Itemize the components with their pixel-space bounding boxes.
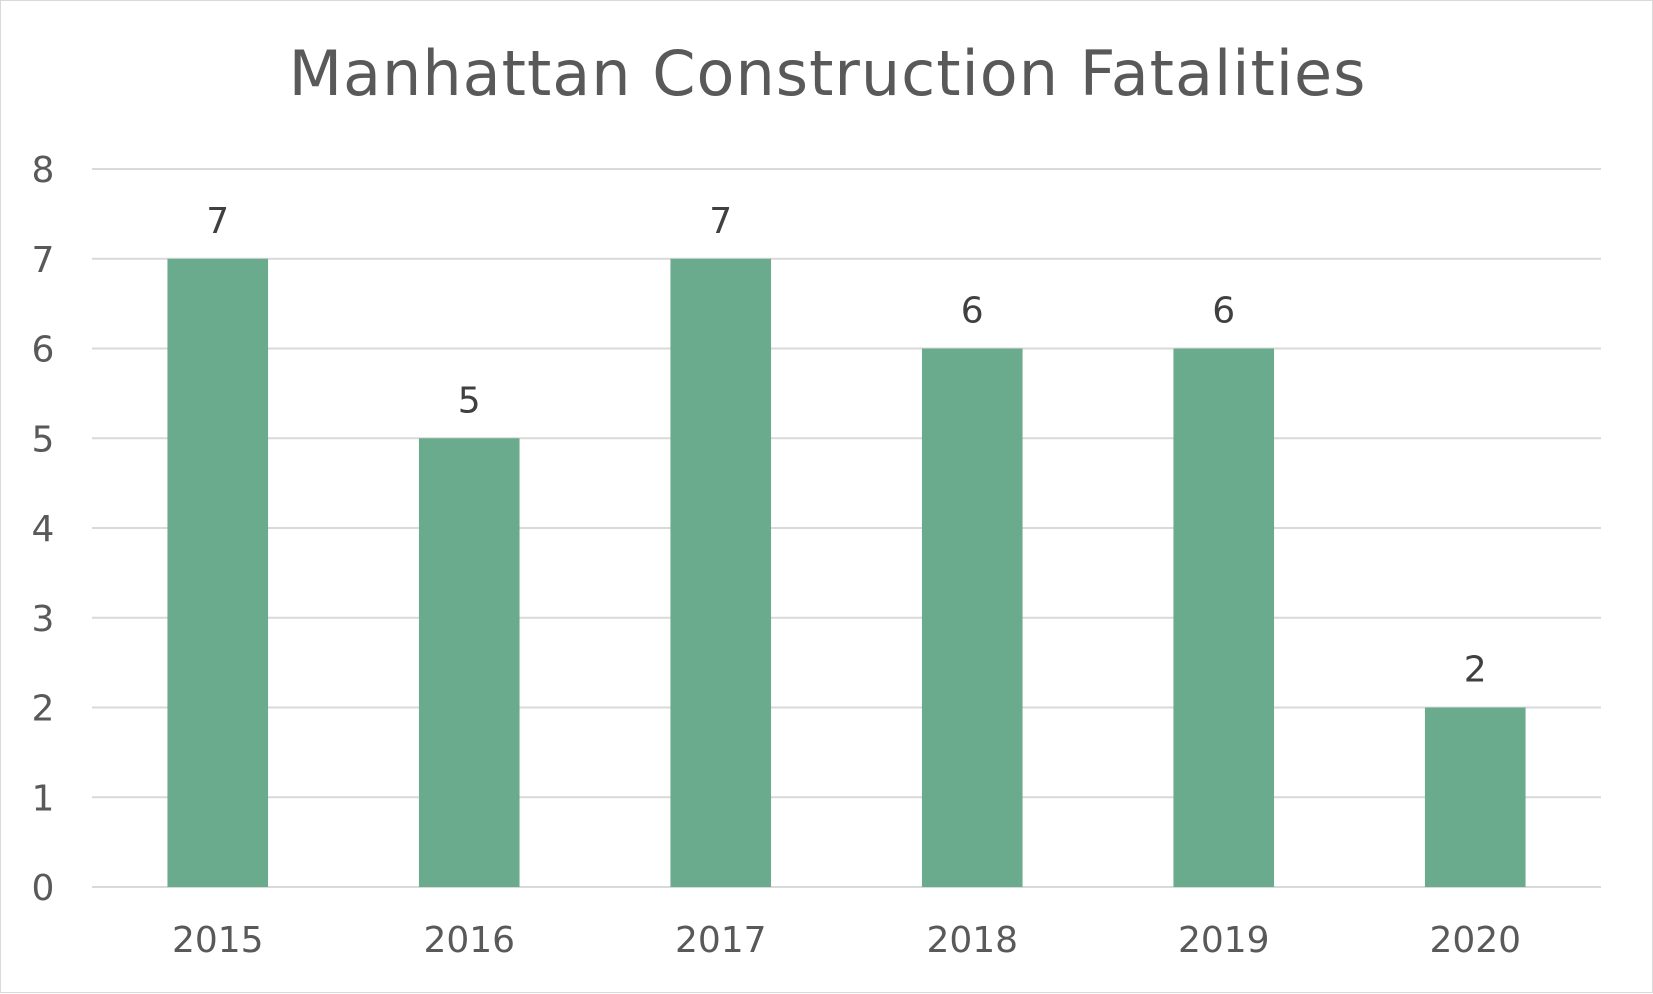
y-tick-label: 3 <box>32 599 55 640</box>
x-tick-label: 2020 <box>1429 920 1521 961</box>
bar <box>418 438 520 887</box>
data-label: 2 <box>1464 650 1487 691</box>
gridlines <box>92 168 1601 888</box>
y-axis-tick-labels: 0 1 2 3 4 5 6 7 8 <box>32 150 55 909</box>
data-label: 6 <box>961 291 984 332</box>
bars <box>167 258 1526 887</box>
bar <box>167 258 269 887</box>
bar <box>921 348 1023 887</box>
bar <box>1173 348 1275 887</box>
y-tick-label: 4 <box>32 509 55 550</box>
chart-title: Manhattan Construction Fatalities <box>288 37 1367 110</box>
y-tick-label: 6 <box>32 330 55 371</box>
y-tick-label: 0 <box>32 868 55 909</box>
y-tick-label: 7 <box>32 240 55 281</box>
bar <box>670 258 772 887</box>
data-label: 7 <box>709 201 732 242</box>
x-tick-label: 2019 <box>1178 920 1270 961</box>
x-axis-tick-labels: 2015 2016 2017 2018 2019 2020 <box>172 920 1521 961</box>
data-label: 5 <box>458 380 481 421</box>
x-tick-label: 2015 <box>172 920 264 961</box>
y-tick-label: 5 <box>32 419 55 460</box>
x-tick-label: 2017 <box>675 920 767 961</box>
y-tick-label: 1 <box>32 778 55 819</box>
x-tick-label: 2018 <box>926 920 1018 961</box>
data-labels: 7 5 7 6 6 2 <box>206 201 1486 691</box>
y-tick-label: 8 <box>32 150 55 191</box>
y-tick-label: 2 <box>32 689 55 730</box>
data-label: 6 <box>1212 291 1235 332</box>
data-label: 7 <box>206 201 229 242</box>
bar <box>1424 707 1526 887</box>
x-tick-label: 2016 <box>423 920 515 961</box>
